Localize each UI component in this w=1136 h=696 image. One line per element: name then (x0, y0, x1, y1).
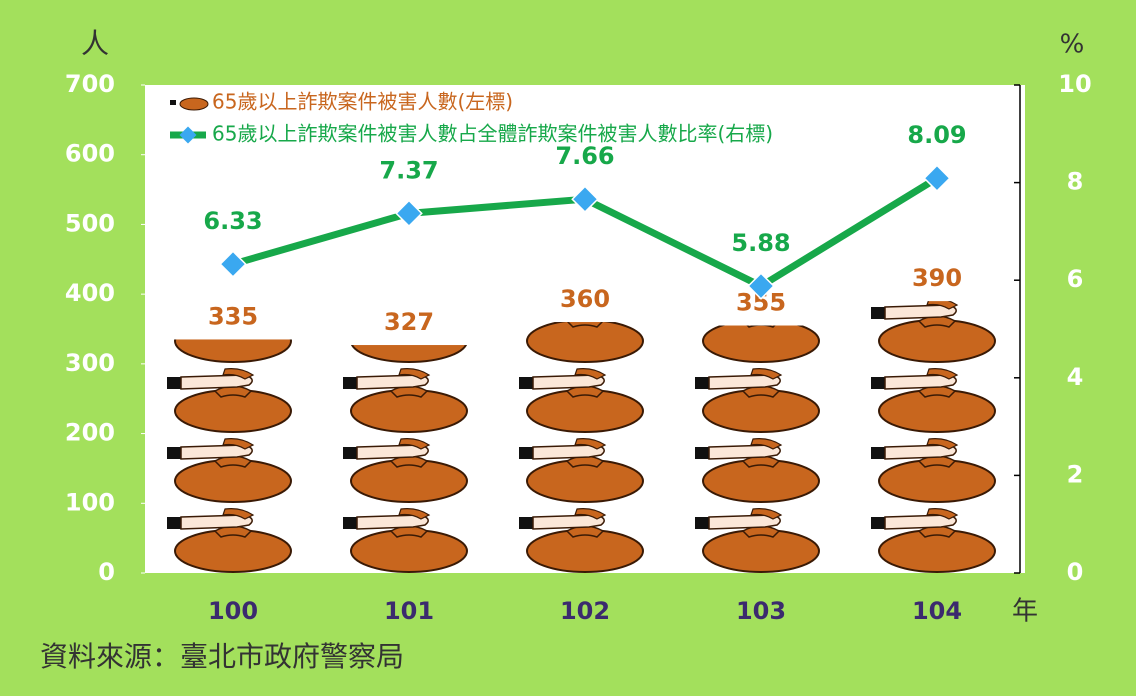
y-tick-label: 700 (65, 70, 115, 98)
legend-swatch (179, 126, 197, 144)
line-value-label: 8.09 (907, 121, 966, 149)
bar-value-label: 360 (560, 285, 610, 313)
y-tick-label: 300 (65, 349, 115, 377)
x-tick-label: 103 (736, 597, 786, 625)
bar (693, 325, 829, 573)
y-tick-label: 0 (98, 558, 115, 586)
line-value-label: 7.37 (379, 156, 438, 184)
x-tick-label: 104 (912, 597, 962, 625)
bar-value-label: 327 (384, 308, 434, 336)
legend-label: 65歲以上詐欺案件被害人數(左標) (212, 90, 513, 114)
legend-label: 65歲以上詐欺案件被害人數占全體詐欺案件被害人數比率(右標) (212, 122, 773, 146)
y2-tick-label: 4 (1067, 363, 1084, 391)
line-marker (571, 185, 599, 213)
line-marker (395, 199, 423, 228)
y-tick-label: 500 (65, 209, 115, 237)
bar-value-label: 390 (912, 264, 962, 292)
x-tick-label: 101 (384, 597, 434, 625)
bar (517, 322, 653, 573)
y2-tick-label: 10 (1058, 70, 1091, 98)
y-axis-label: 人 (81, 27, 109, 60)
line-value-label: 7.66 (555, 142, 614, 170)
y2-tick-label: 0 (1067, 558, 1084, 586)
bar-value-label: 335 (208, 302, 258, 330)
bar (165, 339, 301, 573)
y2-tick-label: 2 (1067, 460, 1084, 488)
legend-swatch (179, 97, 209, 111)
source-note: 資料來源：臺北市政府警察局 (40, 640, 404, 673)
line-marker (923, 164, 951, 192)
x-axis-label: 年 (1012, 597, 1038, 627)
y-tick-label: 400 (65, 279, 115, 307)
line-value-label: 5.88 (731, 229, 790, 257)
y-tick-label: 100 (65, 488, 115, 516)
y2-tick-label: 6 (1067, 265, 1084, 293)
line-marker (747, 272, 775, 300)
bar (341, 345, 477, 573)
y2-axis-label: % (1060, 30, 1085, 60)
y-tick-label: 200 (65, 419, 115, 447)
x-tick-label: 102 (560, 597, 610, 625)
y-tick-label: 600 (65, 140, 115, 168)
y2-tick-label: 8 (1067, 168, 1084, 196)
bar (869, 301, 1005, 573)
line-marker (219, 250, 247, 278)
line-value-label: 6.33 (203, 207, 262, 235)
legend-swatch (170, 100, 176, 105)
x-tick-label: 100 (208, 597, 258, 625)
